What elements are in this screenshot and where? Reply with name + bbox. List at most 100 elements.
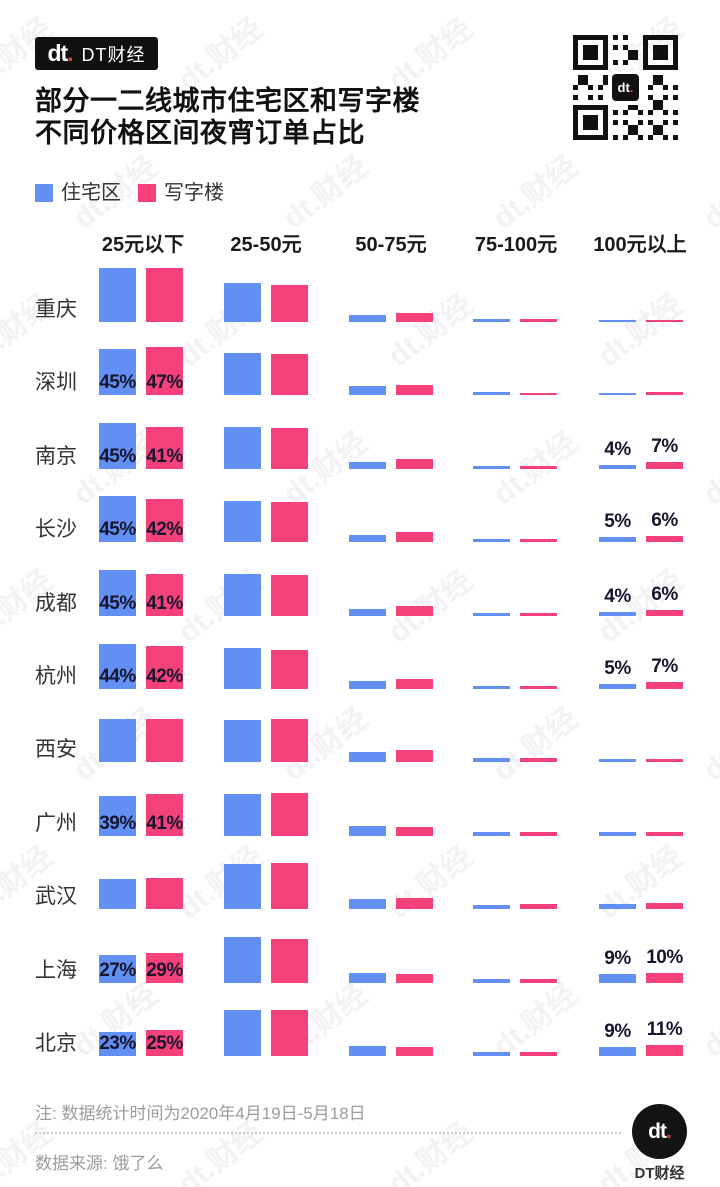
city-label: 北京 [35, 1032, 77, 1055]
watermark-text: dt.财经 [487, 978, 584, 1064]
qr-module [658, 125, 663, 130]
qr-module [633, 125, 638, 130]
qr-module [658, 55, 663, 60]
qr-module [643, 55, 648, 60]
qr-module [603, 135, 608, 140]
qr-module [673, 35, 678, 40]
qr-module [603, 80, 608, 85]
qr-module [668, 35, 673, 40]
office-bar [520, 758, 557, 763]
watermark-text: dt.财经 [697, 150, 720, 236]
qr-module [573, 110, 578, 115]
qr-module [653, 130, 658, 135]
qr-module [573, 115, 578, 120]
office-bar [146, 347, 183, 396]
qr-module [648, 95, 653, 100]
residential-bar [599, 464, 636, 469]
qr-module [573, 130, 578, 135]
residential-bar [99, 569, 136, 616]
office-bar [646, 972, 683, 983]
qr-module [588, 120, 593, 125]
city-label: 上海 [35, 958, 77, 982]
qr-module [588, 55, 593, 60]
qr-module [583, 120, 588, 125]
qr-module [603, 105, 608, 110]
qr-module [613, 120, 618, 125]
city-label: 武汉 [35, 885, 77, 909]
residential-bar [349, 315, 386, 322]
qr-module [643, 60, 648, 65]
watermark-text: dt.财经 [172, 12, 269, 98]
qr-module [653, 50, 658, 55]
office-bar [396, 1047, 433, 1056]
residential-bar [599, 759, 636, 763]
qr-module [613, 60, 618, 65]
qr-module [658, 105, 663, 110]
qr-module [653, 35, 658, 40]
office-bar [520, 612, 557, 616]
residential-bar [224, 648, 261, 689]
residential-bar [99, 954, 136, 983]
qr-module [663, 45, 668, 50]
qr-module [593, 125, 598, 130]
office-bar [520, 978, 557, 983]
office-bar [646, 320, 683, 322]
residential-bar [473, 319, 510, 322]
office-bar [520, 1052, 557, 1056]
qr-module [603, 110, 608, 115]
qr-module [638, 135, 643, 140]
city-label: 西安 [35, 738, 77, 762]
office-bar [146, 499, 183, 543]
office-bar [646, 609, 683, 616]
city-label: 长沙 [35, 518, 77, 542]
residential-bar [599, 320, 636, 322]
qr-center-logo-icon: dt. [609, 71, 642, 104]
qr-module [653, 45, 658, 50]
office-bar [646, 536, 683, 543]
qr-module [633, 130, 638, 135]
qr-module [573, 55, 578, 60]
residential-bar [224, 864, 261, 910]
qr-code-icon: dt. [573, 35, 678, 140]
office-bar [271, 650, 308, 689]
qr-module [588, 65, 593, 70]
residential-bar [99, 644, 136, 689]
qr-module [613, 35, 618, 40]
residential-value-label: 45% [99, 372, 136, 394]
qr-module [603, 65, 608, 70]
qr-module [653, 125, 658, 130]
office-bar [271, 354, 308, 396]
watermark-text: dt.财经 [382, 564, 479, 650]
office-bar [396, 898, 433, 910]
qr-module [633, 105, 638, 110]
legend-label-office: 写字楼 [164, 182, 224, 204]
residential-value-label: 45% [99, 519, 136, 541]
residential-bar [349, 386, 386, 396]
qr-module [663, 35, 668, 40]
chart-title-line2: 不同价格区间夜宵订单占比 [35, 118, 365, 148]
watermark-text: dt.财经 [592, 288, 689, 374]
qr-module [623, 120, 628, 125]
office-value-label: 7% [651, 435, 678, 457]
qr-module [628, 55, 633, 60]
column-header-3: 50-75元 [355, 234, 427, 256]
column-header-4: 75-100元 [474, 234, 558, 256]
office-bar [271, 938, 308, 983]
legend-swatch-office [138, 184, 156, 202]
watermark-text: dt.财经 [487, 702, 584, 788]
qr-module [663, 85, 668, 90]
office-bar [396, 385, 433, 396]
office-value-label: 42% [146, 666, 183, 687]
qr-module [643, 40, 648, 45]
qr-module [663, 65, 668, 70]
qr-module [583, 105, 588, 110]
qr-module [573, 85, 578, 90]
qr-module [588, 45, 593, 50]
qr-module [623, 135, 628, 140]
qr-module [583, 50, 588, 55]
qr-module [658, 75, 663, 80]
qr-module [648, 65, 653, 70]
qr-module [593, 55, 598, 60]
city-label: 杭州 [35, 665, 77, 688]
office-bar [646, 759, 683, 763]
